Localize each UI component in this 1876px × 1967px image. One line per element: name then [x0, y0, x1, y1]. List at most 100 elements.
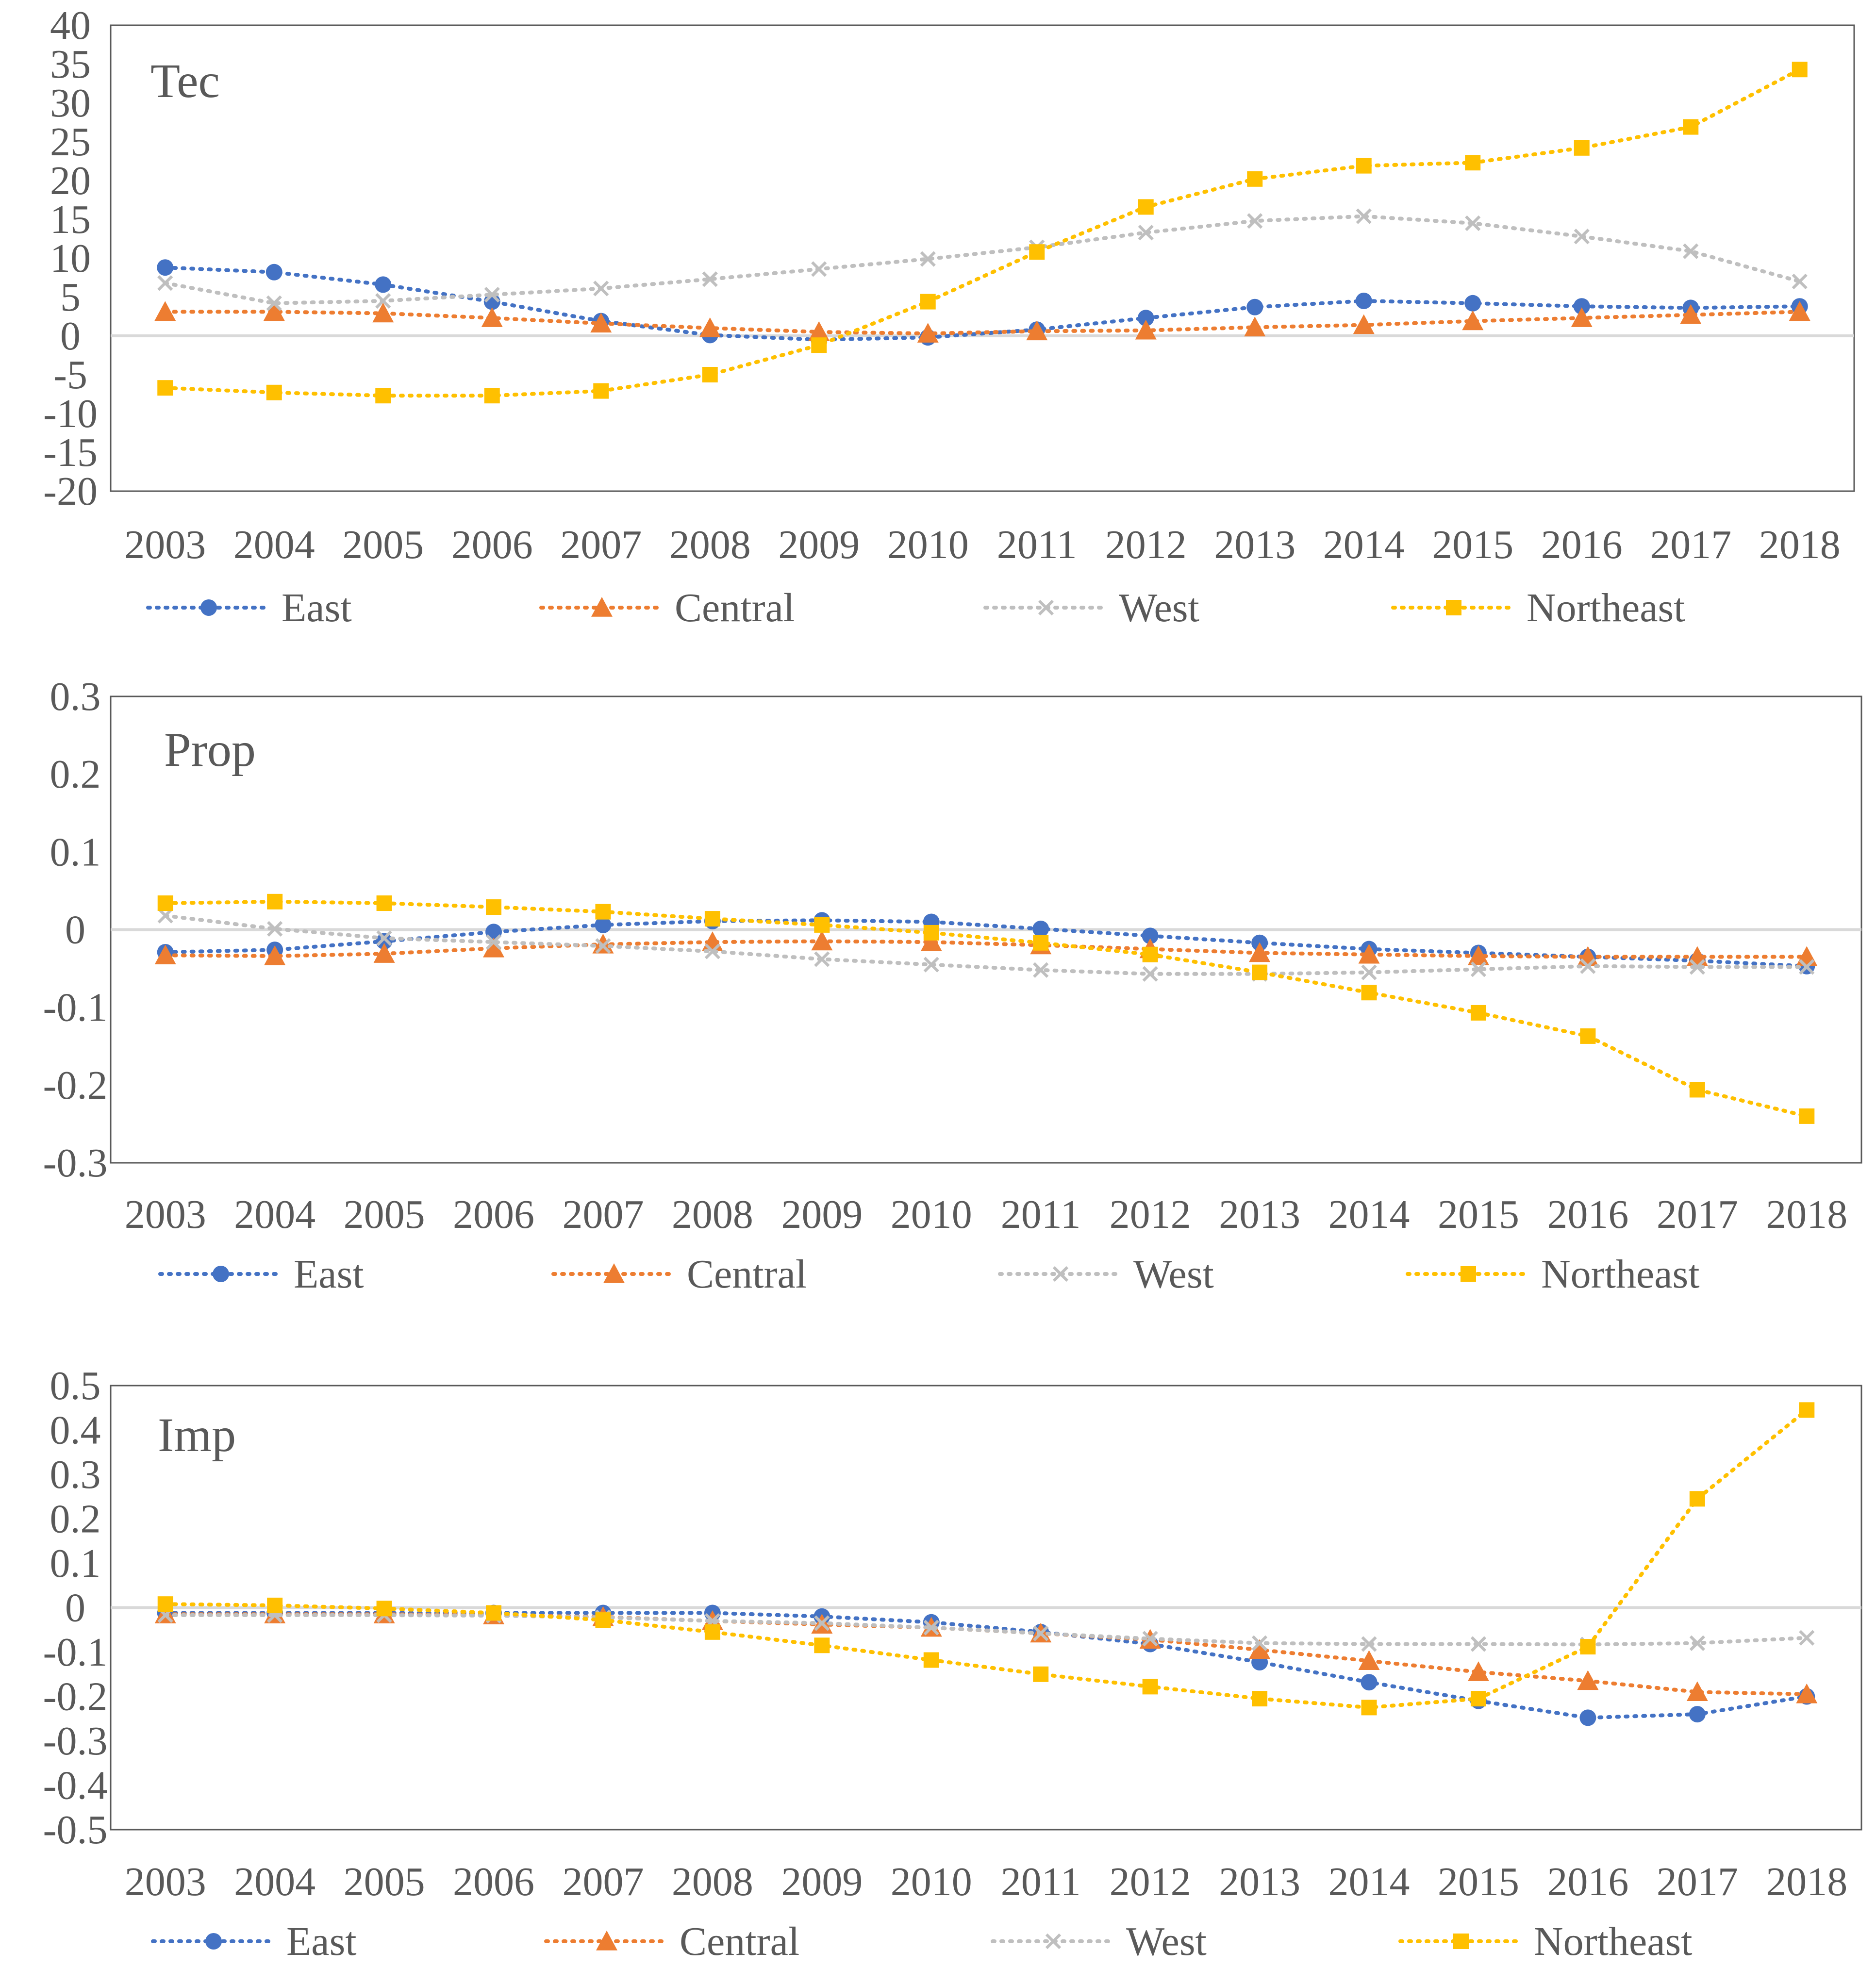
data-point	[1573, 298, 1590, 315]
data-point	[157, 1596, 173, 1612]
x-tick-label: 2008	[672, 1192, 753, 1237]
legend-item-central: Central	[544, 1919, 799, 1964]
x-tick-label: 2004	[233, 522, 315, 567]
data-point	[595, 1612, 611, 1628]
data-point	[920, 931, 942, 951]
data-point	[811, 930, 833, 951]
x-tick-label: 2006	[453, 1192, 534, 1237]
data-point	[1574, 140, 1590, 156]
data-point	[483, 937, 505, 958]
data-point	[1032, 920, 1049, 937]
x-tick-label: 2009	[781, 1192, 863, 1237]
series-line	[163, 1613, 1809, 1647]
panel-title: Prop	[164, 723, 256, 777]
data-point	[1252, 964, 1268, 980]
data-point	[1686, 1681, 1708, 1702]
data-point	[266, 384, 282, 400]
data-point	[814, 1615, 830, 1631]
legend-item-west: West	[991, 1919, 1207, 1964]
data-point	[1135, 319, 1157, 340]
y-tick-label: 15	[50, 197, 91, 242]
data-point	[264, 945, 286, 965]
legend-item-central: Central	[539, 585, 795, 630]
x-tick-label: 2012	[1105, 522, 1187, 567]
legend-marker	[1461, 1266, 1476, 1282]
data-point	[1361, 1636, 1377, 1652]
y-tick-label: -10	[43, 391, 98, 436]
legend-label: Central	[687, 1252, 807, 1297]
y-tick-label: 0.3	[50, 1452, 101, 1497]
data-point	[376, 933, 393, 950]
data-point	[375, 388, 391, 404]
data-point	[1137, 310, 1154, 327]
data-point	[595, 904, 611, 920]
x-tick-label: 2017	[1650, 522, 1731, 567]
data-point	[1467, 1661, 1489, 1681]
legend-marker	[1045, 1933, 1062, 1950]
data-point	[1244, 316, 1266, 337]
data-point	[1033, 1666, 1049, 1682]
data-point	[1580, 1639, 1596, 1655]
data-point	[704, 911, 720, 927]
plot-frame	[110, 24, 1855, 492]
data-point	[814, 1637, 830, 1653]
series-line	[163, 913, 1809, 976]
data-point	[375, 293, 391, 309]
data-point	[1356, 158, 1372, 174]
legend-label: Central	[675, 585, 795, 630]
x-tick-label: 2006	[453, 1859, 534, 1904]
data-point	[1465, 155, 1481, 171]
data-point	[1033, 935, 1049, 951]
data-point	[1356, 208, 1372, 224]
y-tick-label: -0.1	[43, 1630, 108, 1675]
data-point	[704, 1624, 720, 1640]
data-point	[1470, 1691, 1486, 1707]
data-point	[484, 287, 500, 303]
x-tick-label: 2008	[669, 522, 751, 567]
y-tick-label: 10	[50, 236, 91, 281]
data-point	[1799, 959, 1815, 975]
y-tick-label: 0.4	[50, 1408, 101, 1453]
legend-item-central: Central	[551, 1252, 807, 1297]
data-point	[701, 931, 723, 951]
data-point	[154, 301, 176, 321]
data-point	[1247, 213, 1263, 229]
x-tick-label: 2017	[1657, 1859, 1738, 1904]
y-tick-label: 30	[50, 81, 91, 126]
data-point	[702, 271, 718, 287]
y-tick-label: -0.1	[43, 985, 108, 1030]
data-point	[1577, 1670, 1599, 1690]
data-point	[1467, 945, 1489, 965]
x-tick-label: 2009	[778, 522, 860, 567]
legend-item-east: East	[146, 585, 352, 630]
data-point	[373, 943, 395, 963]
y-tick-label: -0.2	[43, 1063, 108, 1108]
legend-marker	[596, 1931, 617, 1950]
y-tick-label: -0.3	[43, 1719, 108, 1764]
data-point	[1361, 1700, 1377, 1716]
data-point	[593, 281, 609, 297]
data-point	[154, 944, 176, 965]
data-point	[1799, 1402, 1815, 1418]
data-point	[699, 317, 721, 337]
x-tick-label: 2015	[1438, 1192, 1519, 1237]
y-tick-label: 5	[60, 275, 81, 320]
legend-marker	[1446, 600, 1461, 615]
data-point	[372, 302, 394, 323]
legend-label: West	[1119, 585, 1199, 630]
data-point	[808, 321, 830, 341]
data-point	[1361, 985, 1377, 1001]
data-point	[1799, 1108, 1815, 1124]
data-point	[814, 951, 830, 967]
series-central	[154, 301, 1810, 343]
legend-item-northeast: Northeast	[1398, 1919, 1693, 1964]
y-tick-label: -5	[53, 352, 87, 397]
y-tick-label: -0.3	[43, 1141, 108, 1186]
data-point	[1799, 1630, 1815, 1646]
data-point	[157, 895, 173, 911]
data-point	[1689, 959, 1705, 975]
y-tick-label: 0.3	[50, 674, 101, 719]
y-tick-label: 0	[60, 314, 81, 359]
panel-title: Imp	[158, 1408, 236, 1462]
